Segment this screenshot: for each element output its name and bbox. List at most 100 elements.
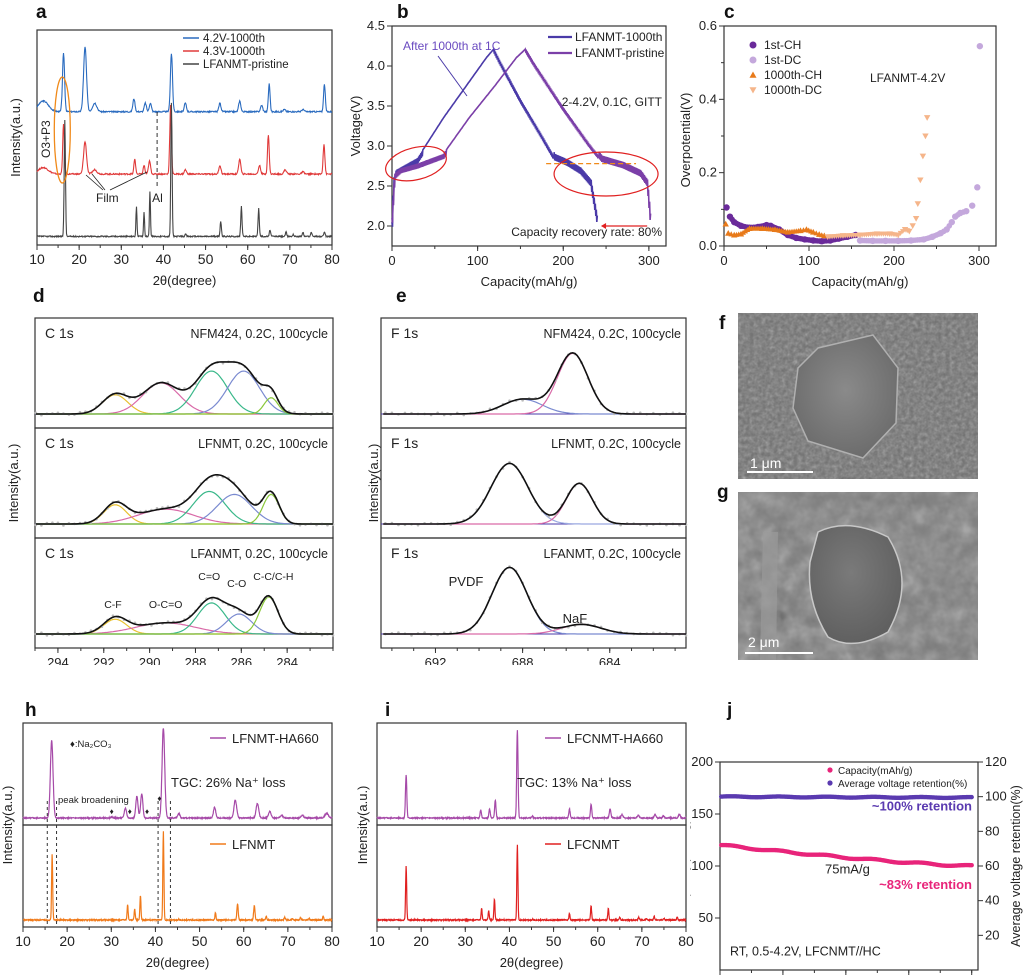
film-pointer — [85, 174, 104, 191]
x-tick-label: 300 — [638, 253, 660, 268]
film-pointer — [109, 171, 148, 191]
y-tick-label-right: 100 — [985, 789, 1007, 804]
panel-label-i: i — [385, 700, 391, 721]
x-tick-label: 70 — [282, 251, 298, 267]
legend-label: 1000th-DC — [764, 83, 822, 97]
data-point-1000th-DC — [922, 133, 929, 140]
na2co3-marker: ♦ — [157, 794, 161, 803]
chart-e-f1s-xps: 692688684Binding energy (eV)Intensity(a.… — [366, 317, 688, 665]
data-point-Average voltage retention(%) — [969, 794, 974, 800]
y-tick-label-left: 100 — [691, 858, 713, 873]
highlight-ellipse-end — [553, 151, 659, 197]
data-point-1000th-DC — [906, 228, 913, 235]
panel-label-b: b — [397, 2, 409, 23]
gitt-curve-LFANMT-1000th-charge — [391, 49, 494, 227]
y-tick-label: 4.0 — [367, 58, 385, 73]
legend-label: 1st-DC — [764, 53, 802, 67]
x-axis-label: Capacity(mAh/g) — [812, 274, 909, 289]
y-axis-label-right: Average voltage retention(%) — [1009, 785, 1023, 947]
x-tick-label: 70 — [634, 933, 650, 949]
raw-data-point — [384, 411, 387, 414]
x-tick-label: 10 — [369, 933, 385, 949]
data-point-1st-DC — [948, 218, 955, 226]
y-axis-label: Intensity(a.u.) — [355, 786, 370, 865]
na2co3-marker: ♦ — [110, 807, 114, 816]
subpanel-sample: LFNMT, 0.2C, 100cycle — [198, 437, 328, 451]
legend-label: LFANMT-1000th — [575, 30, 662, 44]
x-axis-label: Capacity(mAh/g) — [481, 274, 578, 289]
fit-component — [383, 482, 686, 525]
annotation-peak-broadening: peak broadening — [58, 795, 129, 806]
x-tick-label: 100 — [467, 253, 489, 268]
y-axis-label: Intensity(a.u.) — [6, 444, 21, 523]
data-point-1st-DC — [976, 42, 984, 50]
xrd-pattern-LFCNMT-HA660 — [376, 730, 687, 821]
y-tick-label: 4.5 — [367, 20, 385, 33]
data-point-1st-DC — [974, 184, 981, 191]
subpanel-sample: NFM424, 0.2C, 100cycle — [543, 327, 681, 341]
y-tick-label: 0.4 — [699, 91, 717, 106]
na2co3-marker: ♦ — [145, 807, 149, 816]
peak-label-cc: C-C/C-H — [253, 571, 293, 583]
subpanel-element: C 1s — [45, 325, 74, 341]
sem-g-texture — [738, 492, 978, 660]
fit-component — [35, 493, 333, 525]
subpanel-frame — [22, 824, 333, 928]
annotation-film: Film — [96, 191, 119, 205]
data-point-1st-DC — [749, 56, 757, 64]
y-tick-label-left: 150 — [691, 806, 713, 821]
series-line-4.3V-1000th — [36, 104, 332, 177]
y-tick-label-left: 50 — [699, 910, 713, 925]
data-point-1000th-CH — [722, 220, 729, 227]
x-tick-label: 50 — [546, 933, 562, 949]
panel-label-d: d — [33, 286, 45, 307]
recovery-arrow-head — [600, 223, 607, 229]
data-point-1000th-CH — [821, 232, 828, 239]
x-tick-label: 688 — [512, 655, 534, 665]
x-tick-label: 30 — [113, 251, 129, 267]
subpanel-element: C 1s — [45, 545, 74, 561]
annotation-sample: LFANMT-4.2V — [870, 71, 945, 85]
subpanel-sample: LFANMT, 0.2C, 100cycle — [543, 547, 681, 561]
gitt-curve-LFANMT-1000th-discharge — [492, 47, 599, 223]
panel-label-e: e — [396, 286, 407, 307]
x-tick-label: 294 — [47, 655, 69, 665]
y-axis-label: Intensity(a.u.) — [8, 98, 23, 177]
chart-i-xrd-lfcnmt: 10 20 30 40 50 60 70 80 2θ(degree) Intensity(a.u.… — [355, 722, 694, 970]
fit-component — [35, 370, 333, 415]
scale-bar-label-g: 2 μm — [748, 634, 780, 650]
annotation-current: 75mA/g — [825, 861, 870, 876]
data-point-1000th-DC — [749, 87, 757, 94]
na2co3-marker: ♦ — [128, 807, 132, 816]
scale-bar-f — [747, 471, 813, 473]
legend-label: LFANMT-pristine — [575, 46, 665, 60]
sem-f-texture — [738, 313, 978, 479]
panel-label-a: a — [36, 2, 47, 23]
x-tick-label: 40 — [502, 933, 518, 949]
x-axis-label: 2θ(degree) — [500, 955, 564, 970]
x-tick-label: 30 — [103, 933, 119, 949]
sem-particle-f — [792, 334, 899, 459]
peak-label-oco: O-C=O — [149, 599, 183, 611]
panel-label-h: h — [25, 700, 37, 721]
fit-envelope — [383, 462, 686, 525]
subpanel-element: F 1s — [391, 545, 418, 561]
x-tick-label: 50 — [192, 933, 208, 949]
o3p3-ellipse — [53, 76, 71, 184]
data-point-1000th-CH — [749, 71, 757, 78]
legend-label: LFNMT-HA660 — [232, 731, 319, 746]
x-tick-label: 284 — [276, 655, 298, 665]
annotation-pointer — [437, 55, 468, 97]
data-point-1st-DC — [969, 202, 976, 209]
fit-component — [35, 493, 333, 525]
x-tick-label: 60 — [236, 933, 252, 949]
legend-label: Capacity(mAh/g) — [838, 766, 912, 777]
y-tick-label-right: 120 — [985, 754, 1007, 769]
y-tick-label: 0.0 — [699, 238, 717, 253]
x-tick-label: 200 — [552, 253, 574, 268]
fit-envelope — [35, 361, 333, 415]
fit-component — [35, 622, 333, 635]
annotation-tgc: TGC: 13% Na⁺ loss — [517, 775, 632, 790]
annotation-capacity-retention: ~83% retention — [879, 877, 972, 892]
x-tick-label: 10 — [15, 933, 31, 949]
